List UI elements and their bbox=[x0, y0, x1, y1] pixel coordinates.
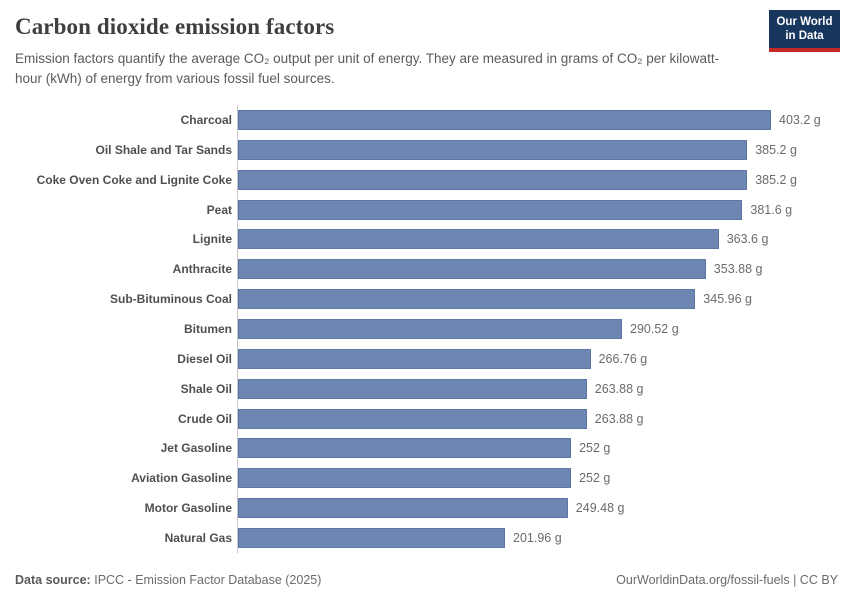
owid-logo-line1: Our World bbox=[776, 16, 833, 28]
bar bbox=[238, 169, 748, 190]
bar-row: Lignite 363.6 g bbox=[15, 224, 850, 255]
value-label: 353.88 g bbox=[713, 262, 763, 277]
category-label: Peat bbox=[206, 202, 232, 217]
bar bbox=[238, 408, 587, 429]
bar-track: 385.2 g bbox=[237, 164, 850, 195]
page-title: Carbon dioxide emission factors bbox=[15, 14, 335, 39]
category-label: Natural Gas bbox=[164, 530, 232, 545]
bar-row: Anthracite 353.88 g bbox=[15, 254, 850, 285]
bar-track: 249.48 g bbox=[237, 493, 850, 524]
bar bbox=[238, 139, 748, 160]
bar bbox=[238, 259, 706, 280]
category-label: Jet Gasoline bbox=[160, 441, 232, 456]
category-label: Anthracite bbox=[172, 262, 232, 277]
value-label: 263.88 g bbox=[594, 381, 644, 396]
bar bbox=[238, 229, 719, 250]
category-label: Oil Shale and Tar Sands bbox=[95, 142, 232, 157]
bar-track: 263.88 g bbox=[237, 373, 850, 404]
value-label: 201.96 g bbox=[513, 530, 562, 545]
bar bbox=[238, 289, 696, 310]
bar-track: 363.6 g bbox=[237, 224, 850, 255]
bar-track: 266.76 g bbox=[237, 343, 850, 374]
bar-track: 290.52 g bbox=[237, 314, 850, 344]
category-label: Bitumen bbox=[184, 321, 232, 336]
value-label: 252 g bbox=[579, 471, 611, 486]
value-label: 385.2 g bbox=[755, 142, 797, 157]
bar-row: Charcoal 403.2 g bbox=[15, 105, 850, 135]
bar-row: Natural Gas 201.96 g bbox=[15, 523, 850, 553]
bar bbox=[238, 468, 572, 489]
bar-row: Aviation Gasoline 252 g bbox=[15, 463, 850, 494]
bar-row: Diesel Oil 266.76 g bbox=[15, 343, 850, 374]
value-label: 263.88 g bbox=[594, 411, 644, 426]
category-label: Shale Oil bbox=[180, 381, 232, 396]
bar-row: Oil Shale and Tar Sands 385.2 g bbox=[15, 134, 850, 165]
category-label: Coke Oven Coke and Lignite Coke bbox=[36, 172, 232, 187]
value-label: 266.76 g bbox=[598, 351, 648, 366]
category-label: Sub-Bituminous Coal bbox=[110, 292, 232, 307]
category-label: Lignite bbox=[192, 232, 232, 247]
value-label: 252 g bbox=[579, 441, 611, 456]
value-label: 363.6 g bbox=[726, 232, 769, 247]
bar-track: 403.2 g bbox=[237, 105, 850, 135]
value-label: 381.6 g bbox=[750, 202, 793, 217]
value-label: 403.2 g bbox=[779, 112, 821, 127]
bar-row: Peat 381.6 g bbox=[15, 194, 850, 225]
bar bbox=[238, 378, 587, 399]
bar-track: 345.96 g bbox=[237, 284, 850, 315]
value-label: 249.48 g bbox=[575, 501, 625, 516]
bar-chart: Charcoal 403.2 g Oil Shale and Tar Sands… bbox=[15, 105, 850, 553]
bar bbox=[238, 348, 591, 369]
bar-row: Jet Gasoline 252 g bbox=[15, 433, 850, 464]
bar-track: 381.6 g bbox=[237, 194, 850, 225]
data-source-value: IPCC - Emission Factor Database (2025) bbox=[94, 573, 322, 587]
value-label: 345.96 g bbox=[703, 292, 752, 307]
bar bbox=[238, 527, 505, 548]
bar-row: Coke Oven Coke and Lignite Coke 385.2 g bbox=[15, 164, 850, 195]
bar bbox=[238, 109, 771, 130]
bar-track: 263.88 g bbox=[237, 403, 850, 434]
data-source-label: Data source: bbox=[15, 573, 91, 587]
chart-header: Carbon dioxide emission factors Emission… bbox=[15, 12, 755, 89]
bar-row: Bitumen 290.52 g bbox=[15, 314, 850, 344]
category-label: Diesel Oil bbox=[177, 351, 232, 366]
value-label: 385.2 g bbox=[755, 172, 797, 187]
bar-row: Shale Oil 263.88 g bbox=[15, 373, 850, 404]
bar bbox=[238, 498, 568, 519]
chart-footer: Data source: IPCC - Emission Factor Data… bbox=[15, 573, 838, 587]
data-source: Data source: IPCC - Emission Factor Data… bbox=[15, 573, 321, 587]
chart-subtitle: Emission factors quantify the average CO… bbox=[15, 51, 720, 86]
bar-track: 353.88 g bbox=[237, 254, 850, 285]
category-label: Crude Oil bbox=[177, 411, 232, 426]
category-label: Aviation Gasoline bbox=[131, 471, 232, 486]
bar-track: 201.96 g bbox=[237, 523, 850, 553]
bar bbox=[238, 318, 622, 339]
bar-row: Crude Oil 263.88 g bbox=[15, 403, 850, 434]
bar bbox=[238, 438, 572, 459]
bar bbox=[238, 199, 743, 220]
value-label: 290.52 g bbox=[630, 321, 679, 336]
bar-row: Motor Gasoline 249.48 g bbox=[15, 493, 850, 524]
bar-track: 252 g bbox=[237, 463, 850, 494]
bar-row: Sub-Bituminous Coal 345.96 g bbox=[15, 284, 850, 315]
bar-track: 385.2 g bbox=[237, 134, 850, 165]
owid-logo-line2: in Data bbox=[785, 29, 824, 42]
owid-logo: Our World in Data bbox=[769, 10, 840, 52]
category-label: Motor Gasoline bbox=[144, 501, 232, 516]
bar-track: 252 g bbox=[237, 433, 850, 464]
category-label: Charcoal bbox=[180, 112, 232, 127]
footer-attribution: OurWorldinData.org/fossil-fuels | CC BY bbox=[616, 573, 838, 587]
